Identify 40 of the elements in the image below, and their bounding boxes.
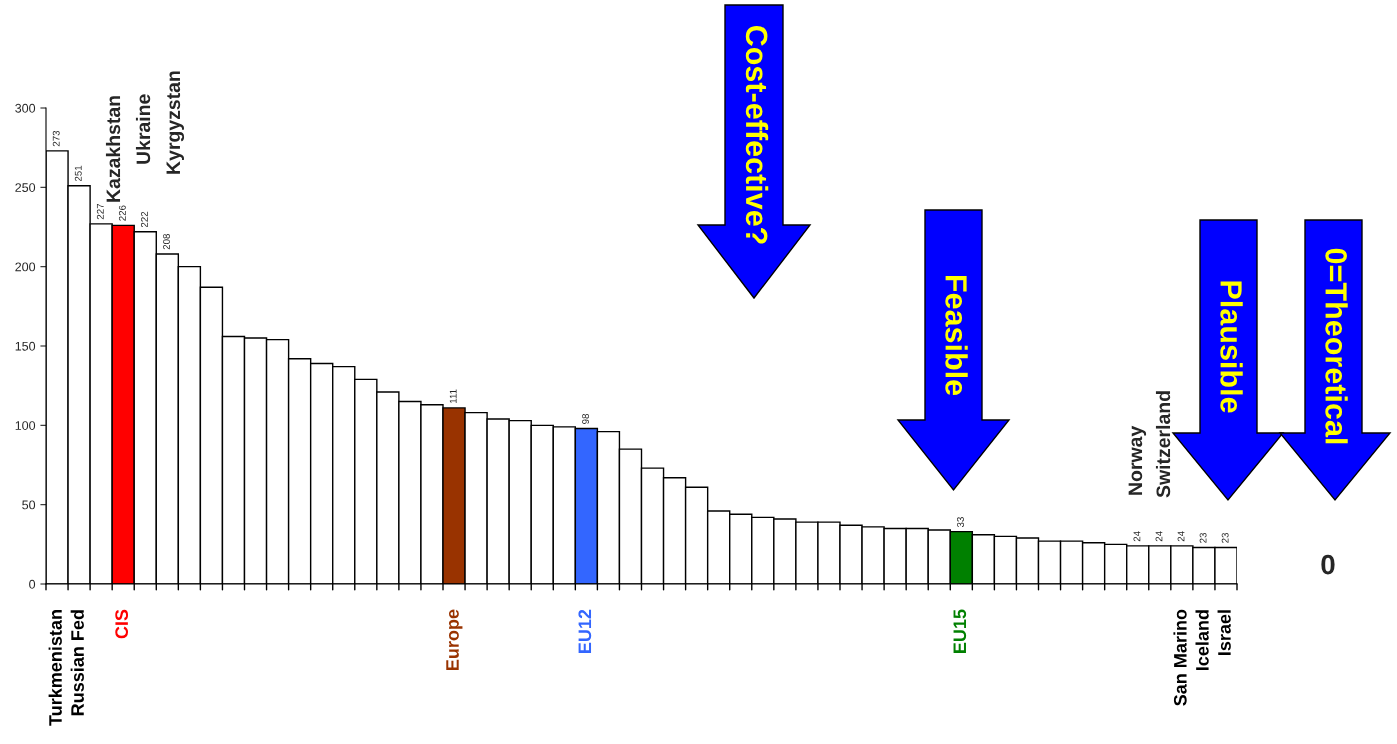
data-label: 111 xyxy=(449,389,457,403)
x-tick-label: EU12 xyxy=(578,609,592,653)
data-label: 226 xyxy=(118,205,126,221)
annotation: Plausible xyxy=(1220,281,1243,413)
x-tick-label: Russian Fed xyxy=(70,610,84,716)
y-tick-label: 200 xyxy=(15,262,36,272)
y-tick-label: 150 xyxy=(15,341,36,351)
data-label: 208 xyxy=(163,234,170,250)
annotation: Kazakhstan xyxy=(105,96,121,202)
x-tick-label: San Marino xyxy=(1173,609,1187,706)
x-tick-label: Europe xyxy=(446,609,463,670)
y-tick-label: 100 xyxy=(15,421,36,430)
annotation: Norway xyxy=(1128,425,1147,495)
text: 0 xyxy=(1321,554,1335,575)
data-label: 24 xyxy=(1177,531,1185,542)
data-label: 24 xyxy=(1155,531,1163,542)
annotation: Ukraine xyxy=(135,94,151,164)
data-label: 33 xyxy=(957,517,964,528)
y-tick-label: 50 xyxy=(22,500,36,510)
data-label: 227 xyxy=(96,203,104,220)
y-tick-label: 0 xyxy=(29,579,36,589)
data-label: 23 xyxy=(1221,532,1229,543)
data-label: 23 xyxy=(1199,532,1207,543)
x-tick-label: Iceland xyxy=(1195,610,1209,670)
data-label: 24 xyxy=(1133,531,1141,542)
x-tick-label: Turkmenistan xyxy=(48,610,62,726)
data-label: 273 xyxy=(52,130,60,147)
data-label: 98 xyxy=(582,413,589,424)
y-tick-label: 250 xyxy=(15,183,36,192)
annotation: Feasible xyxy=(945,275,968,396)
x-tick-label: Israel xyxy=(1217,610,1231,655)
annotation: Switzerland xyxy=(1155,391,1171,498)
data-label: 251 xyxy=(74,165,82,182)
annotation: Kyrgyzstan xyxy=(166,71,185,174)
text: 0=Theoretical xyxy=(1325,248,1348,444)
x-tick-label: EU15 xyxy=(953,609,967,653)
annotation: Cost-effective? xyxy=(745,25,769,244)
x-tick-label: CIS xyxy=(115,609,129,639)
data-label: 222 xyxy=(140,211,148,228)
y-tick-label: 300 xyxy=(15,103,36,113)
